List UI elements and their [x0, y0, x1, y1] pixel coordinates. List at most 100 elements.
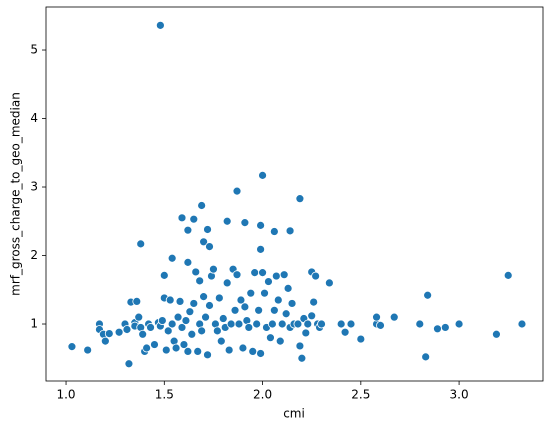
point — [258, 268, 267, 278]
point — [189, 214, 199, 224]
point — [279, 270, 289, 280]
point — [189, 299, 199, 308]
point — [212, 326, 222, 336]
point — [258, 170, 267, 180]
point — [232, 186, 242, 196]
plot-frame — [45, 6, 544, 382]
point — [122, 325, 132, 334]
point — [454, 319, 464, 329]
point — [175, 297, 185, 306]
point — [197, 201, 207, 210]
point — [256, 244, 266, 254]
point — [297, 353, 307, 363]
point — [136, 239, 146, 249]
point — [142, 343, 152, 353]
point — [356, 334, 366, 344]
x-tick-label: 1.0 — [56, 388, 75, 402]
point — [293, 319, 303, 329]
x-tick-label: 1.5 — [155, 388, 174, 402]
point — [287, 299, 297, 308]
point — [421, 352, 431, 362]
point — [177, 213, 187, 223]
point — [187, 329, 197, 339]
point — [244, 323, 254, 332]
point — [285, 226, 295, 236]
point — [203, 225, 212, 234]
point — [203, 350, 212, 360]
point — [503, 270, 513, 280]
point — [492, 329, 501, 339]
point — [165, 295, 175, 305]
point — [275, 336, 285, 346]
point — [183, 347, 193, 356]
point — [155, 20, 165, 30]
y-axis-label: mrf_gross_charge_to_geo_median — [9, 92, 23, 296]
point — [389, 312, 399, 322]
y-tick-label: 1 — [30, 317, 38, 331]
point — [114, 327, 124, 337]
point — [67, 342, 77, 352]
x-tick-label: 2.0 — [253, 388, 272, 402]
y-tick-label: 2 — [30, 248, 38, 262]
point — [100, 336, 110, 346]
point — [150, 340, 159, 349]
point — [311, 271, 321, 281]
point — [83, 345, 93, 355]
point — [238, 343, 248, 353]
point — [224, 345, 234, 355]
point — [433, 324, 442, 334]
point — [295, 341, 305, 351]
point — [415, 319, 425, 329]
point — [124, 359, 134, 369]
point — [517, 319, 527, 329]
point — [256, 220, 266, 230]
point — [201, 312, 210, 322]
point — [205, 242, 214, 252]
point — [191, 267, 201, 277]
x-axis-label: cmi — [283, 407, 305, 421]
point — [240, 218, 250, 228]
point — [317, 319, 326, 329]
point — [295, 194, 305, 204]
point — [252, 319, 262, 329]
point — [157, 316, 167, 325]
point — [205, 301, 214, 310]
point — [236, 295, 246, 305]
point — [138, 329, 148, 339]
point — [246, 288, 256, 298]
point — [260, 288, 269, 298]
point — [199, 292, 209, 302]
point — [440, 323, 450, 332]
point — [324, 278, 334, 288]
point — [132, 297, 142, 306]
point — [340, 327, 350, 337]
point — [214, 293, 224, 303]
point — [222, 278, 232, 288]
point — [209, 264, 218, 274]
point — [104, 329, 114, 338]
point — [309, 297, 319, 307]
point — [283, 283, 293, 293]
point — [307, 311, 317, 321]
point — [134, 312, 144, 322]
point — [173, 312, 183, 322]
point — [267, 319, 277, 329]
point — [222, 216, 232, 226]
point — [171, 343, 181, 353]
point — [423, 290, 433, 300]
point — [146, 323, 155, 332]
point — [346, 319, 356, 329]
point — [254, 305, 264, 315]
point — [372, 312, 381, 322]
point — [161, 345, 171, 355]
point — [232, 270, 242, 280]
point — [273, 295, 283, 305]
point — [167, 253, 177, 263]
point — [185, 307, 195, 317]
point — [193, 347, 203, 356]
point — [199, 237, 209, 247]
point — [234, 319, 244, 329]
point — [167, 319, 177, 329]
